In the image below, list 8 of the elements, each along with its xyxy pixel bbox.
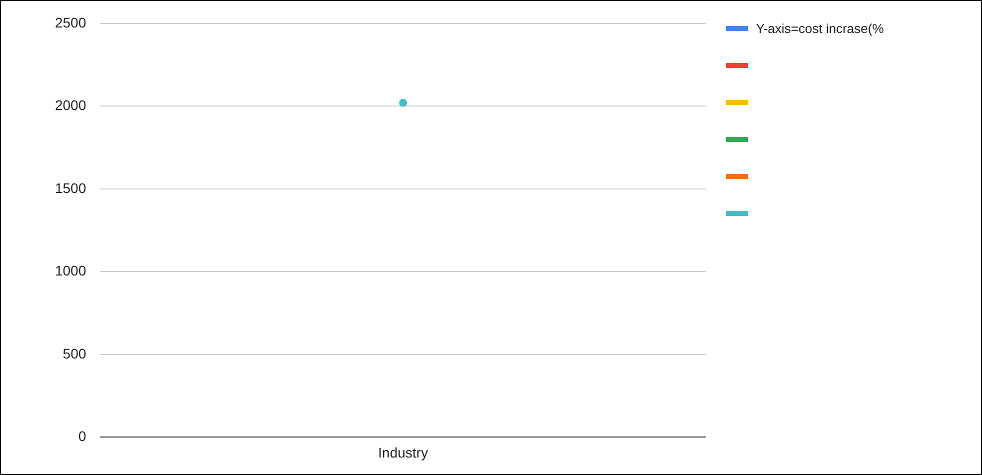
x-tick-label: Industry xyxy=(378,444,428,460)
y-tick-label: 2000 xyxy=(54,97,86,114)
y-tick-label: 2500 xyxy=(54,14,86,30)
y-tick-label: 0 xyxy=(78,428,86,444)
y-tick-label: 1500 xyxy=(54,180,86,196)
y-tick-label: 500 xyxy=(62,345,86,362)
legend-label: Y-axis=cost incrase(% xyxy=(756,20,884,36)
y-tick-label: 1000 xyxy=(54,262,86,279)
